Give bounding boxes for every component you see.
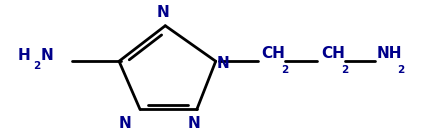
Text: 2: 2 [397,65,404,75]
Text: N: N [41,48,54,63]
Text: N: N [119,116,132,131]
Text: 2: 2 [281,65,288,75]
Text: N: N [157,5,170,20]
Text: CH: CH [261,46,285,61]
Text: 2: 2 [341,65,348,75]
Text: NH: NH [376,46,402,61]
Text: CH: CH [321,46,345,61]
Text: H: H [17,48,30,63]
Text: N: N [187,116,200,131]
Text: 2: 2 [33,61,41,71]
Text: N: N [217,56,229,71]
